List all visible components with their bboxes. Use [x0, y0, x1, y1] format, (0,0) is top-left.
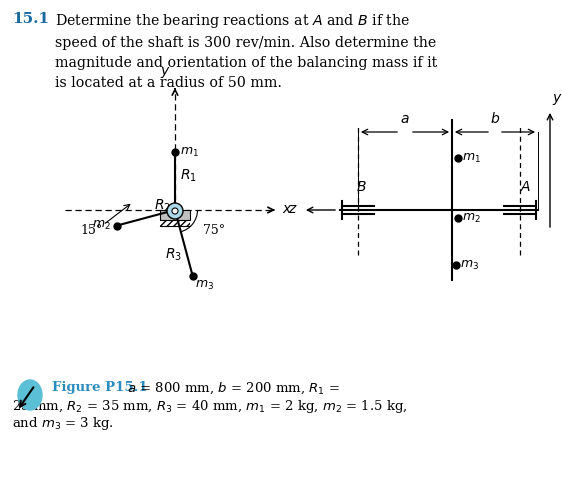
Text: $m_1$: $m_1$ — [462, 151, 481, 164]
Text: and $m_3$ = 3 kg.: and $m_3$ = 3 kg. — [12, 415, 114, 432]
Text: 25 mm, $R_2$ = 35 mm, $R_3$ = 40 mm, $m_1$ = 2 kg, $m_2$ = 1.5 kg,: 25 mm, $R_2$ = 35 mm, $R_3$ = 40 mm, $m_… — [12, 398, 407, 415]
Text: $m_2$: $m_2$ — [462, 211, 481, 225]
Text: 15.1: 15.1 — [12, 12, 49, 26]
Text: 15°: 15° — [80, 224, 102, 237]
Text: $a$ = 800 mm, $b$ = 200 mm, $R_1$ =: $a$ = 800 mm, $b$ = 200 mm, $R_1$ = — [127, 381, 340, 396]
Circle shape — [172, 208, 178, 214]
Text: $z$: $z$ — [288, 202, 298, 216]
Text: $b$: $b$ — [490, 111, 500, 126]
Text: Determine the bearing reactions at $A$ and $B$ if the
speed of the shaft is 300 : Determine the bearing reactions at $A$ a… — [55, 12, 437, 90]
Text: $R_1$: $R_1$ — [180, 168, 197, 184]
Text: $A$: $A$ — [520, 180, 532, 194]
Bar — [160, 210, 190, 220]
Text: $m_1$: $m_1$ — [180, 146, 199, 158]
Text: $R_2$: $R_2$ — [154, 198, 171, 214]
Text: $a$: $a$ — [400, 112, 410, 126]
Text: $B$: $B$ — [356, 180, 366, 194]
Text: Figure P15.1: Figure P15.1 — [52, 381, 148, 394]
Ellipse shape — [18, 380, 42, 410]
Text: $y$: $y$ — [552, 92, 562, 107]
Text: 75°: 75° — [203, 224, 225, 237]
Text: $x$: $x$ — [282, 202, 293, 216]
Text: $m_3$: $m_3$ — [194, 279, 214, 292]
Bar — [160, 220, 190, 226]
Text: $m_3$: $m_3$ — [460, 258, 479, 272]
Text: $m_2$: $m_2$ — [92, 219, 111, 232]
Circle shape — [167, 203, 183, 219]
Text: $R_3$: $R_3$ — [165, 247, 182, 263]
Text: $y$: $y$ — [160, 65, 171, 80]
